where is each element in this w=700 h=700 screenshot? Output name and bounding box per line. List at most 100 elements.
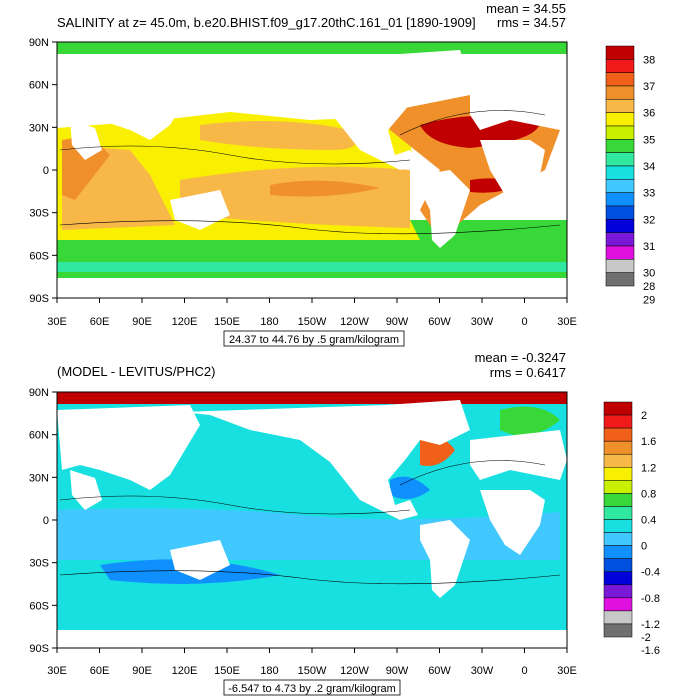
top-antarctic-coast-band [57,262,567,272]
lon-tick-label: 30E [47,665,67,677]
lat-tick-label: 30S [29,208,49,220]
lon-tick-label: 150E [214,316,240,328]
bottom-europe-africa-land [470,430,567,480]
bottom-contour-info-box [223,679,401,696]
top-lat-axis: 90N 60N 30N 0 30S 60S 90S [29,37,57,305]
lon-tick-label: 180 [260,665,278,677]
lat-tick-label: 60N [29,80,49,92]
lon-tick-label: 150W [298,316,327,328]
colorbar-label: 36 [643,108,655,120]
colorbar-segment [605,152,635,167]
lat-tick-label: 90N [29,37,49,49]
top-title: SALINITY at z= 45.0m, b.e20.BHIST.f09_g1… [57,15,476,30]
colorbar-segment [605,45,635,60]
colorbar-label: 33 [643,188,655,200]
bottom-asia-land [57,405,200,490]
colorbar-segment [605,192,635,207]
top-asia-land [57,55,200,140]
bottom-mean: mean = -0.3247 [475,350,566,365]
top-contour-line [59,220,561,235]
colorbar-segment [605,232,635,247]
lon-tick-label: 30W [471,665,494,677]
colorbar-segment [605,59,635,73]
top-south-america-land [420,170,470,248]
lat-tick-label: 30S [29,558,49,570]
colorbar-segment [603,545,633,559]
colorbar-segment [603,519,633,533]
lon-tick-label: 0 [521,665,527,677]
lon-tick-label: 0 [521,316,527,328]
colorbar-label: 30 [643,268,655,280]
lon-tick-label: 120W [340,316,369,328]
colorbar-label: -1.6 [641,645,660,657]
colorbar-segment [603,506,633,520]
colorbar-label: -1.2 [641,619,660,631]
lat-tick-label: 90S [29,643,49,655]
bottom-contour-line [399,460,546,486]
bottom-lon-axis: 30E 60E 90E 120E 150E 180 150W 120W 90W 60W 30W 0 30… [47,648,577,677]
top-map [56,41,568,299]
lon-tick-label: 150E [214,665,240,677]
lon-tick-label: 90W [386,316,409,328]
colorbar-segment [603,571,633,586]
colorbar-label: -0.8 [641,593,660,605]
bottom-high-spot [420,436,455,466]
top-africa-land [480,140,545,205]
lat-tick-label: 0 [43,165,49,177]
bottom-americas-north-land [180,400,470,520]
bottom-india-land [70,470,102,510]
top-mean: mean = 34.55 [486,1,566,16]
top-contour-info-box [223,330,405,347]
lat-tick-label: 60S [29,600,49,612]
colorbar-label: -0.4 [641,567,660,579]
bottom-map [56,391,568,649]
top-arctic-band [57,42,567,54]
colorbar-segment [605,205,635,220]
lon-tick-label: 30E [557,316,577,328]
lon-tick-label: 60W [428,316,451,328]
colorbar-segment [603,401,633,416]
top-north-atlantic-max [420,115,541,148]
colorbar-segment [603,467,633,481]
colorbar-segment [603,623,633,638]
lat-tick-label: 90S [29,293,49,305]
bottom-arctic-band [57,392,567,404]
colorbar-label: 28 [643,281,655,293]
colorbar-segment [603,427,633,442]
lat-tick-label: 30N [29,122,49,134]
colorbar-segment [605,179,635,193]
colorbar-segment [603,414,633,429]
bottom-antarctica-land [57,630,567,648]
lon-tick-label: 30E [557,665,577,677]
lat-tick-label: 60N [29,430,49,442]
top-contour-line [399,110,546,136]
colorbar-segment [603,453,633,468]
lon-tick-label: 30E [47,316,67,328]
lon-tick-label: 90E [132,665,152,677]
lon-tick-label: 60E [90,665,110,677]
colorbar-segment [605,165,635,180]
top-rms: rms = 34.57 [497,15,566,30]
lon-tick-label: 120E [172,665,198,677]
colorbar-segment [603,532,633,546]
lon-tick-label: 120E [172,316,198,328]
colorbar-segment [603,440,633,455]
top-india-land [70,120,102,160]
colorbar-segment [603,558,633,572]
bottom-australia-land [170,540,230,580]
colorbar-label: 29 [643,294,655,306]
colorbar-label: 0 [641,541,647,553]
bottom-north-atlantic-anomaly [500,406,560,436]
colorbar-label: 0.8 [641,488,656,500]
colorbar-label: 32 [643,214,655,226]
colorbar-segment [603,610,633,625]
colorbar-segment [605,259,635,273]
top-north-pacific-high [200,121,357,150]
top-contour-line [59,145,411,165]
colorbar-segment [605,85,635,100]
colorbar-label: 0.4 [641,515,656,527]
top-panel: SALINITY at z= 45.0m, b.e20.BHIST.f09_g1… [29,1,655,347]
bottom-south-america-land [420,520,470,598]
colorbar-segment [605,272,635,287]
lon-tick-label: 120W [340,665,369,677]
